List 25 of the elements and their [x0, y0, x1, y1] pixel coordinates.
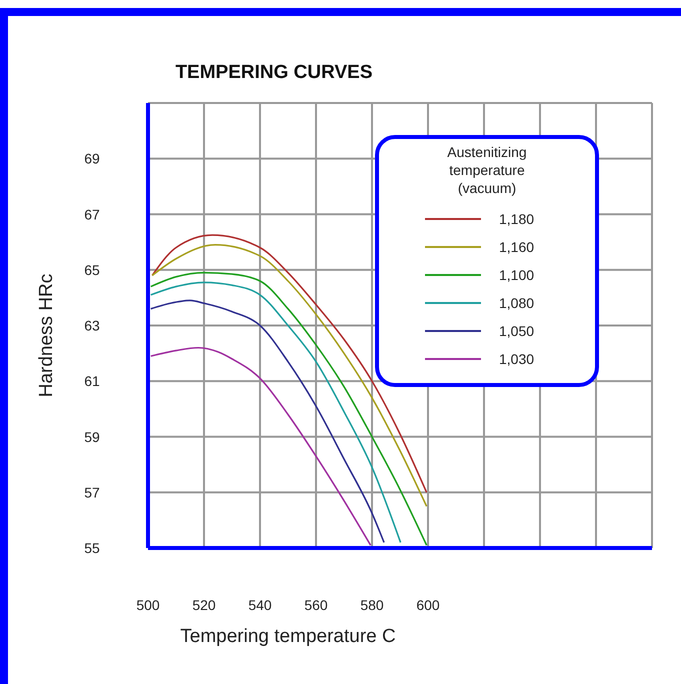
x-tick-label: 540 — [248, 597, 272, 613]
x-tick-label: 560 — [304, 597, 328, 613]
legend-label: 1,180 — [499, 211, 534, 227]
x-tick-label: 600 — [416, 597, 440, 613]
x-tick-label: 520 — [192, 597, 216, 613]
y-axis-title: Hardness HRc — [36, 274, 57, 398]
y-tick-label: 67 — [84, 206, 100, 222]
y-tick-label: 55 — [84, 540, 100, 556]
y-tick-label: 63 — [84, 318, 100, 334]
y-tick-label: 65 — [84, 262, 100, 278]
y-tick-label: 57 — [84, 484, 100, 500]
legend-label: 1,050 — [499, 323, 534, 339]
x-axis-title: Tempering temperature C — [180, 626, 396, 647]
legend-label: 1,100 — [499, 267, 534, 283]
legend-label: 1,080 — [499, 295, 534, 311]
legend-label: 1,160 — [499, 239, 534, 255]
chart-title: TEMPERING CURVES — [175, 62, 373, 83]
x-tick-label: 500 — [136, 597, 160, 613]
y-tick-label: 69 — [84, 150, 100, 167]
legend-label: 1,030 — [499, 351, 534, 367]
x-tick-label: 580 — [360, 597, 384, 613]
legend-title: Austenitizing temperature (vacuum) — [447, 144, 527, 196]
y-tick-label: 61 — [84, 373, 100, 390]
y-tick-label: 59 — [84, 428, 100, 445]
line-series — [150, 346, 372, 546]
